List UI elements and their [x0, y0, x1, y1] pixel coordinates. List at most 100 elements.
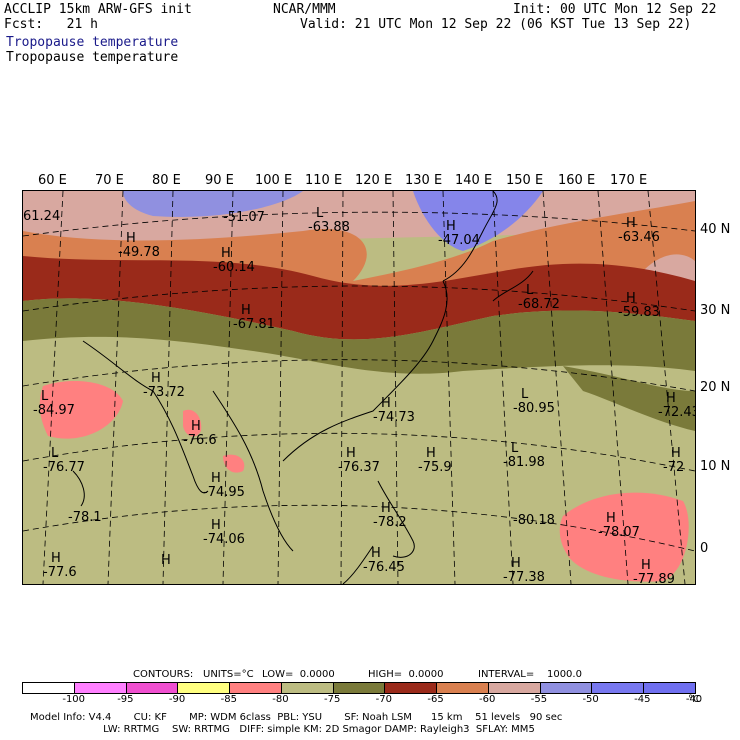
latitude-label: 40 N	[700, 222, 731, 237]
high-marker: H	[151, 371, 161, 386]
contours-label: CONTOURS:	[133, 669, 194, 680]
longitude-label: 100 E	[255, 173, 293, 188]
units-label: UNITS=°C	[203, 669, 254, 680]
high-marker: H	[511, 556, 521, 571]
legend-tick-label: °C	[688, 694, 700, 705]
longitude-label: 150 E	[506, 173, 544, 188]
high-marker: H	[221, 246, 231, 261]
high-marker: H	[626, 216, 636, 231]
longitude-label: 160 E	[558, 173, 596, 188]
high-marker: H	[626, 291, 636, 306]
legend-tick-label: -70	[375, 694, 393, 705]
band-minus70	[23, 298, 695, 374]
temperature-value: -75.9	[418, 460, 452, 475]
legend-swatch	[644, 683, 695, 693]
high-marker: H	[426, 446, 436, 461]
longitude-label: 110 E	[305, 173, 343, 188]
low-marker: L	[521, 387, 529, 402]
legend-tick-label: -65	[427, 694, 444, 705]
latitude-label: 0	[700, 541, 709, 556]
legend-tick-label: -50	[582, 694, 599, 705]
legend-swatch	[178, 683, 231, 693]
temperature-value: 61.24	[23, 209, 61, 224]
temperature-value: -60.14	[213, 260, 255, 275]
high-marker: H	[371, 546, 381, 561]
temperature-value: -72.43	[658, 405, 696, 420]
legend-swatch	[230, 683, 282, 693]
temperature-value: -84.97	[33, 403, 75, 418]
high-label: HIGH= 0.0000	[368, 669, 444, 680]
legend-swatch	[488, 683, 541, 693]
legend-tick-label: -60	[479, 694, 496, 705]
legend-swatch	[126, 683, 179, 693]
field-name-contour: Tropopause temperature	[6, 50, 179, 65]
high-marker: H	[666, 391, 676, 406]
temperature-value: -73.72	[143, 385, 185, 400]
high-marker: H	[641, 558, 651, 573]
low-marker: L	[526, 283, 534, 298]
temperature-value: -74.06	[203, 532, 245, 547]
patch-india	[39, 381, 123, 439]
tropopause-temperature-map: 61.24 -51.07 L -63.88 H -47.04 H -63.46 H -49.78 H…	[22, 190, 696, 585]
latitude-label: 10 N	[700, 459, 731, 474]
high-marker: H	[211, 471, 221, 486]
patch-bay	[183, 409, 202, 437]
longitude-label: 70 E	[95, 173, 124, 188]
model-info-line2: LW: RRTMG SW: RRTMG DIFF: simple KM: 2D …	[30, 724, 535, 735]
temperature-value: -49.78	[118, 245, 160, 260]
legend-tick-label: -100	[62, 694, 86, 705]
high-marker: H	[211, 518, 221, 533]
legend-swatch	[592, 683, 645, 693]
temperature-value: -63.46	[618, 230, 660, 245]
field-name-shaded: Tropopause temperature	[6, 35, 179, 50]
center-name: NCAR/MMM	[273, 2, 336, 17]
legend-swatch	[281, 683, 334, 693]
legend-swatch	[540, 683, 593, 693]
legend-tick-label: -95	[117, 694, 134, 705]
forecast-hour: Fcst: 21 h	[4, 17, 98, 32]
temperature-value: -63.88	[308, 220, 350, 235]
longitude-label: 170 E	[610, 173, 648, 188]
temperature-value: -76.37	[338, 460, 380, 475]
temperature-value: -76.45	[363, 560, 405, 575]
patch-pacific	[559, 492, 689, 582]
run-title: ACCLIP 15km ARW-GFS init	[4, 2, 192, 17]
temperature-value: -76.6	[183, 433, 217, 448]
low-label: LOW= 0.0000	[262, 669, 335, 680]
temperature-value: -80.18	[513, 513, 555, 528]
longitude-label: 80 E	[152, 173, 181, 188]
high-marker: H	[161, 553, 171, 568]
legend-swatch	[333, 683, 386, 693]
legend-tick-label: -55	[530, 694, 548, 705]
high-marker: H	[671, 446, 681, 461]
longitude-label: 140 E	[455, 173, 493, 188]
legend-tick-label: -90	[168, 694, 186, 705]
temperature-value: -47.04	[438, 233, 480, 248]
high-marker: H	[446, 219, 456, 234]
high-marker: H	[606, 511, 616, 526]
longitude-label: 130 E	[405, 173, 443, 188]
legend-tick-label: -45	[634, 694, 651, 705]
band-olive-east	[563, 366, 695, 431]
high-marker: H	[346, 446, 356, 461]
temperature-value: -74.95	[203, 485, 245, 500]
temperature-value: -78.2	[373, 515, 407, 530]
low-marker: L	[41, 389, 49, 404]
temperature-value: -59.83	[618, 305, 660, 320]
legend-tick-label: -40	[685, 694, 703, 705]
legend-tick-label: -75	[323, 694, 341, 705]
longitude-label: 120 E	[355, 173, 393, 188]
model-info-line1: Model Info: V4.4 CU: KF MP: WDM 6class P…	[30, 712, 563, 723]
high-marker: H	[191, 419, 201, 434]
legend-swatch	[385, 683, 438, 693]
low-marker: L	[511, 441, 519, 456]
temperature-value: -51.07	[223, 210, 265, 225]
temperature-value: -81.98	[503, 455, 545, 470]
color-legend-bar	[22, 682, 696, 694]
legend-swatch	[23, 683, 75, 693]
low-marker: L	[51, 446, 59, 461]
high-marker: H	[381, 501, 391, 516]
high-marker: H	[241, 303, 251, 318]
longitude-label: 90 E	[205, 173, 234, 188]
band-minus65	[23, 256, 695, 340]
